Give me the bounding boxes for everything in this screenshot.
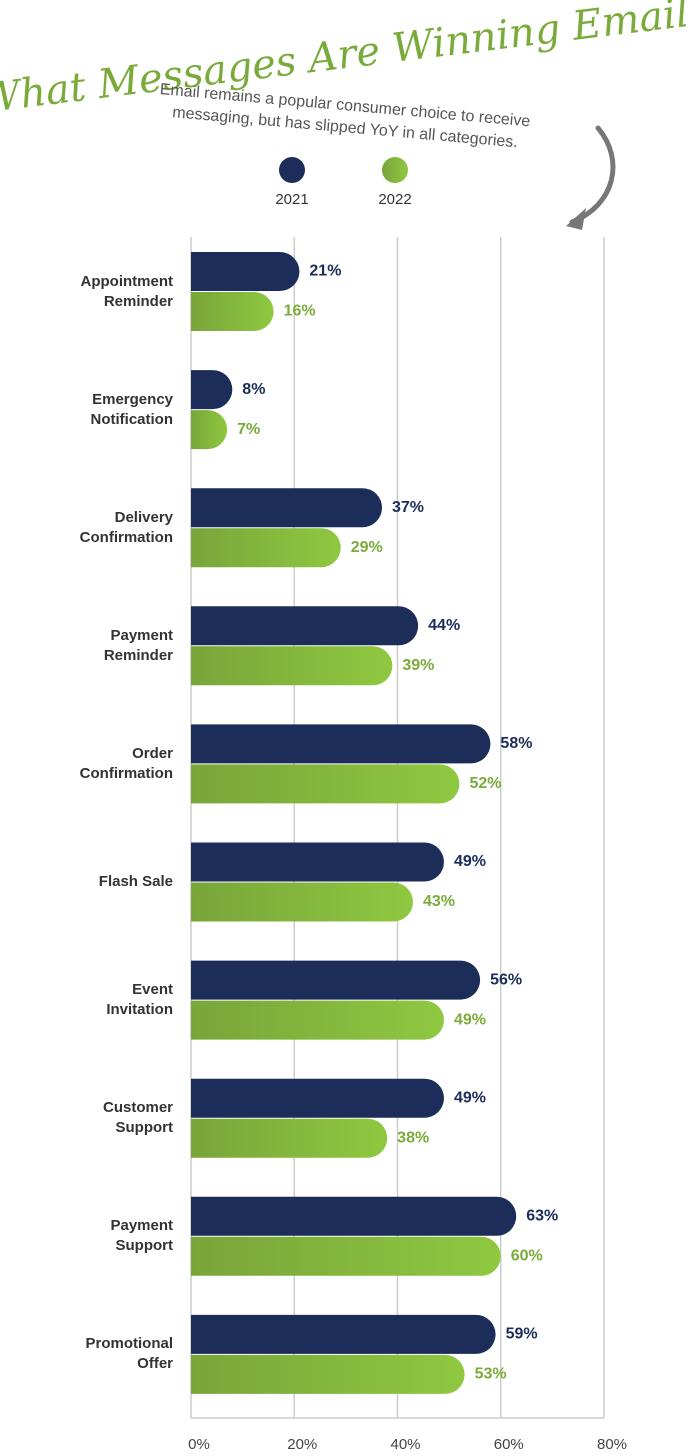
- x-tick-label: 40%: [390, 1436, 420, 1453]
- legend-swatch: [279, 157, 305, 183]
- category-label: Event Invitation: [106, 981, 173, 1019]
- category-label: Emergency Notification: [90, 390, 174, 428]
- bar: [191, 842, 444, 882]
- value-label: 37%: [392, 499, 424, 516]
- x-tick-label: 80%: [597, 1436, 627, 1453]
- value-label: 39%: [402, 657, 434, 674]
- category-label: Flash Sale: [98, 873, 173, 890]
- category-label: Delivery Confirmation: [79, 508, 173, 546]
- bar: [191, 724, 491, 764]
- arrow: [569, 125, 616, 225]
- x-tick-label: 20%: [287, 1436, 317, 1453]
- bar: [191, 1000, 444, 1040]
- value-label: 56%: [490, 971, 522, 988]
- value-label: 29%: [351, 539, 383, 556]
- bar: [191, 764, 460, 804]
- category-label: Customer Support: [102, 1099, 173, 1137]
- bar: [191, 1078, 444, 1118]
- value-label: 60%: [511, 1248, 543, 1265]
- bar: [191, 252, 300, 291]
- value-label: 59%: [506, 1326, 538, 1343]
- category-label: Payment Support: [110, 1217, 173, 1255]
- value-label: 8%: [242, 381, 265, 398]
- bar: [191, 1354, 465, 1394]
- bar: [191, 1118, 388, 1158]
- bar: [191, 960, 481, 1000]
- category-label: Payment Reminder: [103, 626, 173, 664]
- bar: [191, 1236, 501, 1276]
- value-label: 16%: [284, 303, 316, 320]
- bar: [191, 1196, 517, 1236]
- value-label: 43%: [423, 893, 455, 910]
- legend-swatch: [382, 157, 408, 183]
- bar: [191, 370, 233, 410]
- value-label: 53%: [475, 1366, 507, 1383]
- legend-label: 2021: [275, 191, 308, 208]
- bar: [191, 488, 383, 528]
- legend-label: 2022: [378, 191, 411, 208]
- category-label: Appointment Reminder: [80, 272, 173, 310]
- value-label: 21%: [309, 263, 341, 280]
- value-label: 49%: [454, 1089, 486, 1106]
- bar: [191, 646, 393, 686]
- bar: [191, 410, 228, 450]
- arrow-head: [566, 208, 586, 230]
- value-label: 58%: [500, 735, 532, 752]
- bar: [191, 528, 341, 568]
- bar: [191, 882, 413, 922]
- x-tick-label: 0%: [188, 1436, 210, 1453]
- value-label: 49%: [454, 853, 486, 870]
- x-tick-label: 60%: [494, 1436, 524, 1453]
- bar: [191, 292, 274, 331]
- value-label: 52%: [469, 775, 501, 792]
- bar: [191, 606, 419, 646]
- value-label: 38%: [397, 1129, 429, 1146]
- value-label: 44%: [428, 617, 460, 634]
- bar: [191, 1314, 496, 1354]
- category-label: Order Confirmation: [79, 744, 173, 782]
- value-label: 63%: [526, 1208, 558, 1225]
- value-label: 49%: [454, 1011, 486, 1028]
- category-label: Promotional Offer: [85, 1335, 173, 1373]
- value-label: 7%: [237, 421, 260, 438]
